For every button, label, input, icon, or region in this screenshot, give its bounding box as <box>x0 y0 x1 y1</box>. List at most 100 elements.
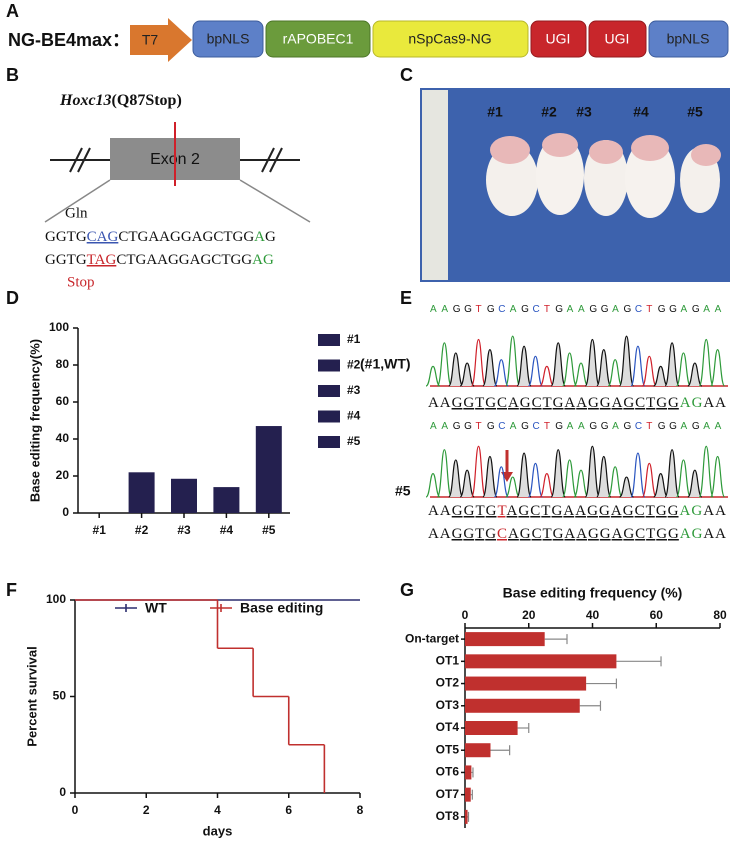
base-call: G <box>692 421 700 432</box>
seq-part: AA <box>428 526 451 542</box>
base-call: A <box>430 421 437 432</box>
trace-peak <box>584 338 600 387</box>
trace-peak <box>448 459 464 498</box>
base-call: A <box>578 304 585 315</box>
wt-read: AAGGTGCAGCTGAAGGAGCTGGAGAA <box>428 395 726 411</box>
base-call: G <box>555 304 563 315</box>
legend-swatch <box>318 359 340 372</box>
legend-label: #5 <box>347 434 361 448</box>
trace-peak <box>493 359 509 387</box>
base-call: G <box>669 421 677 432</box>
base-call: G <box>658 421 666 432</box>
x-tick-label: 20 <box>522 608 536 622</box>
base-call: C <box>498 304 505 315</box>
base-call: A <box>612 421 619 432</box>
x-tick-label: 6 <box>285 803 292 817</box>
base-call: T <box>646 421 652 432</box>
base-call: C <box>532 304 539 315</box>
base-call: C <box>635 304 642 315</box>
bar <box>128 472 155 513</box>
mouse-head <box>589 140 623 164</box>
panel-label: E <box>400 288 412 308</box>
trace-peak <box>698 445 714 498</box>
base-call: A <box>612 304 619 315</box>
trace-peak <box>584 445 600 498</box>
y-tick-label: 0 <box>62 505 69 519</box>
gene-break <box>269 147 283 173</box>
y-tick-label: 20 <box>56 468 70 482</box>
panel-label: C <box>400 65 413 85</box>
legend-label: #3 <box>347 383 361 397</box>
panel-label: D <box>6 288 19 308</box>
sample-label: (#1,WT) <box>360 356 411 372</box>
trace-peak <box>573 362 589 387</box>
base-call: A <box>703 304 710 315</box>
trace-peak <box>493 466 509 498</box>
trace-peak <box>562 352 578 387</box>
base-call: A <box>441 421 448 432</box>
base-call: G <box>589 421 597 432</box>
bar <box>465 809 468 824</box>
seq-part: AA <box>428 503 451 519</box>
photo <box>420 88 730 282</box>
base-call: A <box>567 304 574 315</box>
seq-part: AGCTGAAGGAGCTGG <box>507 503 679 519</box>
base-call: G <box>453 421 461 432</box>
x-tick-label: 0 <box>72 803 79 817</box>
y-axis-title: Base editing frequency(%) <box>27 339 42 502</box>
y-tick-label: 100 <box>46 592 66 606</box>
trace-peak <box>596 455 612 498</box>
base-call: G <box>453 304 461 315</box>
x-tick-label: 80 <box>713 608 727 622</box>
mouse <box>536 135 584 215</box>
trace-peak <box>505 335 521 387</box>
bar <box>465 654 617 669</box>
bar <box>465 676 587 691</box>
base-call: G <box>624 421 632 432</box>
legend-label: WT <box>145 600 167 616</box>
trace-peak <box>539 473 555 498</box>
mouse-head <box>542 133 578 157</box>
base-call: T <box>646 304 652 315</box>
construct-part: T7 <box>142 32 159 48</box>
y-tick-label: 100 <box>49 320 69 334</box>
base-call: A <box>680 304 687 315</box>
base-call: T <box>476 304 482 315</box>
photo-label: #2 <box>541 104 557 120</box>
legend-swatch <box>318 436 340 448</box>
gene-title: Hoxc13(Q87Stop) <box>59 92 182 109</box>
x-axis-title: days <box>203 823 233 838</box>
photo-label: #4 <box>633 104 649 120</box>
trace-peak <box>470 445 487 498</box>
base-call: A <box>680 421 687 432</box>
trace-peak <box>630 345 646 387</box>
x-tick-label: #2 <box>135 523 149 537</box>
construct-part: nSpCas9-NG <box>408 31 491 47</box>
t7-arrow <box>130 18 192 62</box>
base-call: A <box>510 304 517 315</box>
base-call: A <box>715 304 722 315</box>
bar <box>465 787 471 802</box>
trace-peak <box>482 455 498 498</box>
base-call: G <box>487 304 495 315</box>
trace-peak <box>436 342 452 387</box>
base-call: G <box>669 304 677 315</box>
y-tick-label: OT4 <box>436 720 460 734</box>
seq-part: GGTGCAGCTGAAGGAGCTGG <box>452 395 679 411</box>
bar <box>171 478 197 513</box>
ruler <box>422 90 448 280</box>
construct-box <box>372 20 529 58</box>
trace-peak <box>641 355 657 387</box>
y-tick-label: 50 <box>53 689 67 703</box>
y-tick-label: OT3 <box>436 698 460 712</box>
trace-peak <box>710 348 726 387</box>
sample-label: #5 <box>395 483 411 499</box>
seq-part: CTGAAGGAGCTGG <box>118 229 254 245</box>
seq-part: AA <box>703 395 726 411</box>
mut-read: AAGGTGTAGCTGAAGGAGCTGGAGAA <box>428 503 726 519</box>
x-tick-label: 4 <box>214 803 221 817</box>
bar <box>465 765 472 780</box>
legend-label: #1 <box>347 332 361 346</box>
seq-part: GGTG <box>452 526 497 542</box>
